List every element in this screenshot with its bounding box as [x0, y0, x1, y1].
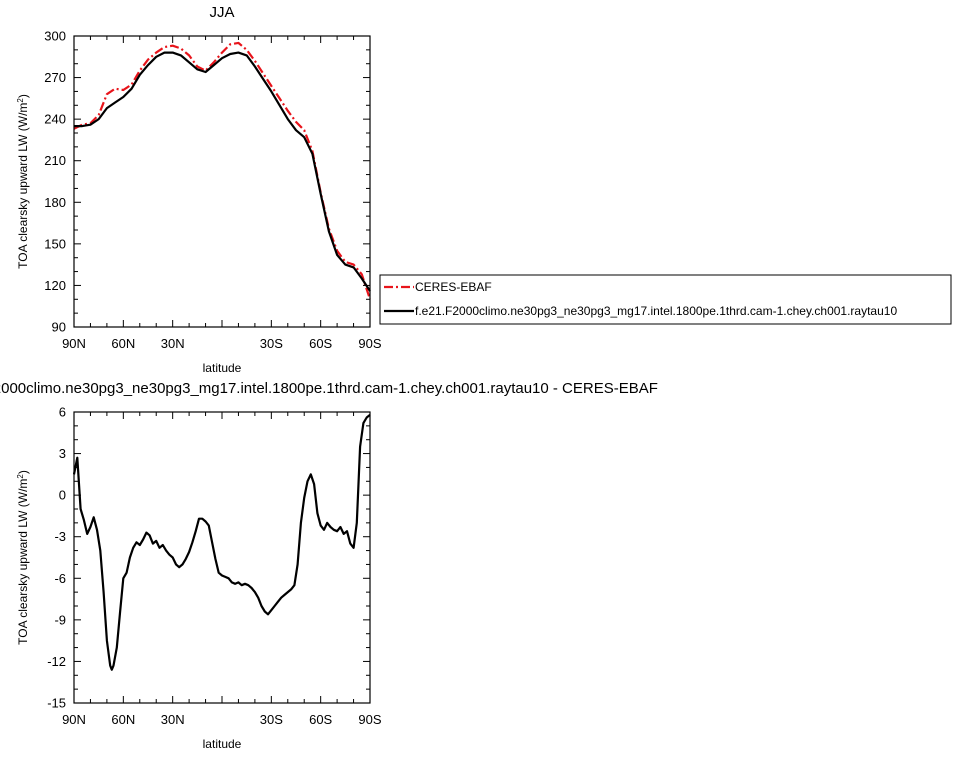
legend-entry-ceres-ebaf: CERES-EBAF [415, 280, 492, 294]
bottom-x-tick-label: 30N [161, 712, 185, 727]
top-y-axis-label-tail: ) [16, 94, 30, 98]
top-x-axis-label: latitude [203, 361, 242, 375]
top-y-tick-label: 180 [44, 195, 66, 210]
bottom-x-axis-label: latitude [203, 737, 242, 751]
bottom-y-tick-label: 3 [59, 446, 66, 461]
bottom-y-tick-label: -15 [47, 696, 66, 711]
top-y-tick-label: 300 [44, 29, 66, 44]
top-x-tick-label: 60S [309, 336, 332, 351]
bottom-x-tick-label: 60N [111, 712, 135, 727]
top-y-tick-label: 120 [44, 278, 66, 293]
bottom-y-tick-label: 0 [59, 488, 66, 503]
bottom-x-tick-label: 90N [62, 712, 86, 727]
top-x-tick-label: 90N [62, 336, 86, 351]
bottom-chart-title: f.e21.F2000climo.ne30pg3_ne30pg3_mg17.in… [0, 380, 658, 397]
bottom-y-tick-label: -6 [54, 571, 66, 586]
top-y-tick-label: 240 [44, 112, 66, 127]
top-y-tick-label: 210 [44, 153, 66, 168]
bottom-x-tick-label: 60S [309, 712, 332, 727]
top-x-tick-label: 90S [358, 336, 381, 351]
bottom-x-tick-label: 30S [260, 712, 283, 727]
top-y-axis-label: TOA clearsky upward LW (W/m2) [16, 94, 31, 269]
top-x-tick-label: 30N [161, 336, 185, 351]
bottom-series-line-0 [72, 413, 371, 671]
top-y-tick-label: 150 [44, 236, 66, 251]
top-series-line-0 [73, 41, 372, 300]
top-y-axis-label-main: TOA clearsky upward LW (W/m [16, 103, 30, 269]
bottom-y-axis-label-main: TOA clearsky upward LW (W/m [16, 479, 30, 645]
legend-box [379, 274, 952, 325]
bottom-y-axis-label-superscript: 2 [16, 474, 25, 479]
top-x-tick-label: 30S [260, 336, 283, 351]
top-y-axis-label-superscript: 2 [16, 98, 25, 103]
bottom-plot-frame [73, 411, 371, 704]
bottom-x-tick-label: 90S [358, 712, 381, 727]
top-series-line-1 [74, 51, 371, 292]
legend-entry-model: f.e21.F2000climo.ne30pg3_ne30pg3_mg17.in… [415, 304, 897, 318]
top-y-tick-label: 90 [52, 320, 66, 335]
top-x-tick-label: 60N [111, 336, 135, 351]
top-panel: JJA latitude TOA clearsky upward LW (W/m… [16, 4, 382, 375]
bottom-y-tick-label: -12 [47, 654, 66, 669]
bottom-y-axis-label: TOA clearsky upward LW (W/m2) [16, 470, 31, 645]
top-plot-frame [73, 35, 371, 328]
top-y-tick-label: 270 [44, 70, 66, 85]
bottom-y-tick-label: -3 [54, 529, 66, 544]
bottom-y-tick-label: -9 [54, 612, 66, 627]
bottom-y-axis-label-tail: ) [16, 470, 30, 474]
legend: CERES-EBAF f.e21.F2000climo.ne30pg3_ne30… [379, 274, 952, 325]
bottom-y-tick-label: 6 [59, 405, 66, 420]
bottom-panel: f.e21.F2000climo.ne30pg3_ne30pg3_mg17.in… [0, 380, 658, 751]
top-chart-title: JJA [209, 4, 234, 21]
